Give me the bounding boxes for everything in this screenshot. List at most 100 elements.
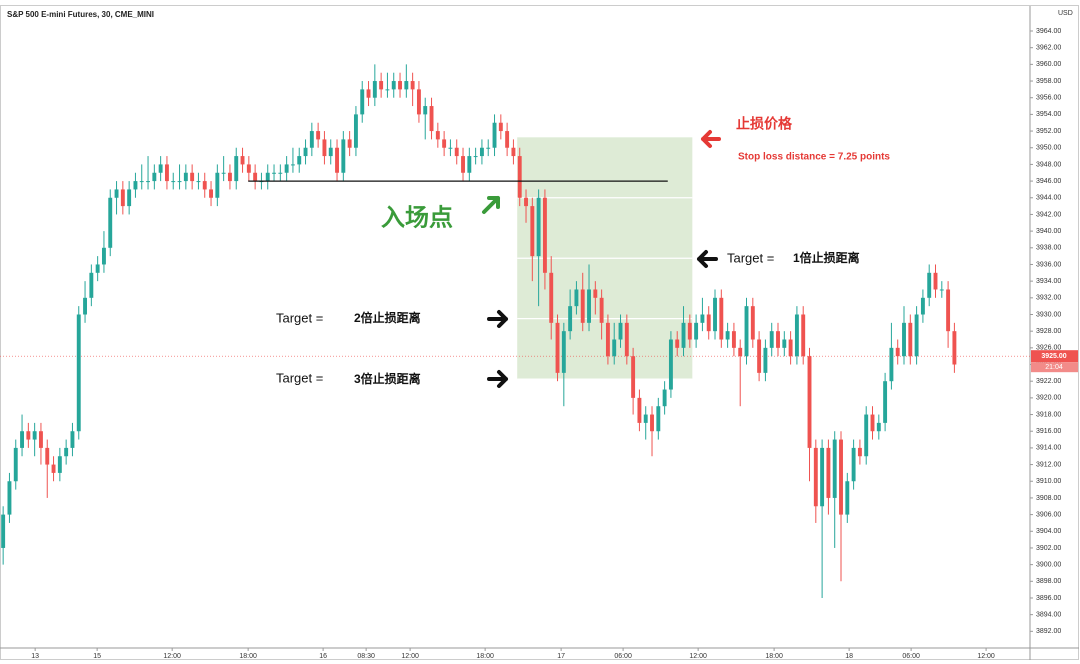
candle-body xyxy=(769,331,774,348)
candle-body xyxy=(429,106,434,132)
y-tick-label: 3892.00 xyxy=(1036,628,1061,635)
currency: USD xyxy=(1058,10,1073,17)
candle-body xyxy=(511,147,516,157)
candle-body xyxy=(599,297,604,323)
candle-body xyxy=(593,289,598,298)
candle-body xyxy=(668,339,673,390)
candle-body xyxy=(801,314,806,357)
candle-body xyxy=(744,306,749,357)
candle-body xyxy=(133,181,138,190)
candle-body xyxy=(914,314,919,357)
x-tick-label: 12:00 xyxy=(977,653,995,660)
candle-body xyxy=(303,147,308,157)
candle-body xyxy=(196,181,201,183)
candle-body xyxy=(687,322,692,340)
candle-body xyxy=(927,272,932,298)
y-tick-label: 3904.00 xyxy=(1036,528,1061,535)
candle-body xyxy=(114,189,119,198)
candle-body xyxy=(83,297,87,315)
target-prefix: Target = xyxy=(727,250,774,265)
arrow xyxy=(487,370,508,388)
candle-body xyxy=(379,81,384,90)
candle-body xyxy=(366,89,371,98)
candle-body xyxy=(776,331,780,348)
x-tick-label: 18:00 xyxy=(476,653,494,660)
countdown-label: 21:04 xyxy=(1045,364,1063,371)
candle-body xyxy=(448,147,453,149)
stop-distance-label: Stop loss distance = 7.25 points xyxy=(738,152,890,163)
y-tick-label: 3908.00 xyxy=(1036,495,1061,502)
target-prefix: Target = xyxy=(276,370,323,385)
candle-body xyxy=(335,147,339,173)
plot-layer xyxy=(0,64,1030,598)
x-tick-label: 12:00 xyxy=(163,653,181,660)
candle-body xyxy=(360,89,365,115)
candle-body xyxy=(839,439,843,515)
candle-body xyxy=(38,431,43,448)
candle-body xyxy=(719,297,724,340)
y-tick-label: 3936.00 xyxy=(1036,261,1061,268)
y-tick-label: 3918.00 xyxy=(1036,411,1061,418)
candle-body xyxy=(706,314,711,332)
x-tick-label: 06:00 xyxy=(614,653,632,660)
candle-body xyxy=(902,322,906,357)
candle-body xyxy=(857,447,862,457)
candle-body xyxy=(423,106,428,115)
y-tick-label: 3938.00 xyxy=(1036,245,1061,252)
target-label: 2倍止损距离 xyxy=(354,310,421,325)
arrow xyxy=(482,196,500,214)
candle-body xyxy=(265,172,270,182)
candle-body xyxy=(341,139,346,173)
candle-body xyxy=(549,272,554,323)
chart-title: S&P 500 E-mini Futures, 30, CME_MINI xyxy=(7,10,154,19)
last-price-label: 3925.00 xyxy=(1041,353,1066,360)
y-tick-label: 3928.00 xyxy=(1036,328,1061,335)
candle-body xyxy=(209,189,213,198)
candle-body xyxy=(234,156,239,182)
candle-body xyxy=(353,114,358,148)
candle-body xyxy=(870,414,875,432)
candle-body xyxy=(681,322,686,348)
stop-price-label: 止损价格 xyxy=(736,116,793,132)
y-tick-label: 3894.00 xyxy=(1036,611,1061,618)
candle-body xyxy=(826,447,831,498)
candle-body xyxy=(580,289,585,323)
candle-body xyxy=(807,356,812,448)
y-tick-label: 3900.00 xyxy=(1036,561,1061,568)
candle-body xyxy=(713,297,717,332)
candle-body xyxy=(164,164,169,182)
candle-body xyxy=(479,147,484,157)
y-tick-label: 3964.00 xyxy=(1036,28,1061,35)
candle-body xyxy=(794,314,799,357)
x-tick-label: 16 xyxy=(319,653,327,660)
y-tick-label: 3962.00 xyxy=(1036,45,1061,52)
y-tick-label: 3944.00 xyxy=(1036,195,1061,202)
candle-body xyxy=(221,172,226,174)
candle-body xyxy=(473,156,478,158)
candle-body xyxy=(26,431,31,440)
candle-body xyxy=(404,81,409,90)
candle-body xyxy=(70,431,75,448)
candle-body xyxy=(536,197,541,257)
candle-body xyxy=(757,339,762,373)
candle-body xyxy=(851,447,856,482)
y-tick-label: 3960.00 xyxy=(1036,61,1061,68)
candle-body xyxy=(618,322,623,340)
candle-body xyxy=(372,81,377,98)
candle-body xyxy=(530,206,535,257)
candle-body xyxy=(416,89,421,115)
candle-body xyxy=(1,514,6,548)
candle-body xyxy=(763,347,768,373)
candle-body xyxy=(788,339,793,357)
candle-body xyxy=(498,122,503,132)
candle-body xyxy=(127,189,132,207)
candle-body xyxy=(845,481,850,515)
candle-body xyxy=(435,131,440,140)
candle-body xyxy=(57,456,62,473)
y-tick-label: 3934.00 xyxy=(1036,278,1061,285)
candle-body xyxy=(347,139,352,148)
y-tick-label: 3896.00 xyxy=(1036,595,1061,602)
y-tick-label: 3912.00 xyxy=(1036,461,1061,468)
candle-body xyxy=(95,264,100,273)
candle-body xyxy=(146,181,150,183)
